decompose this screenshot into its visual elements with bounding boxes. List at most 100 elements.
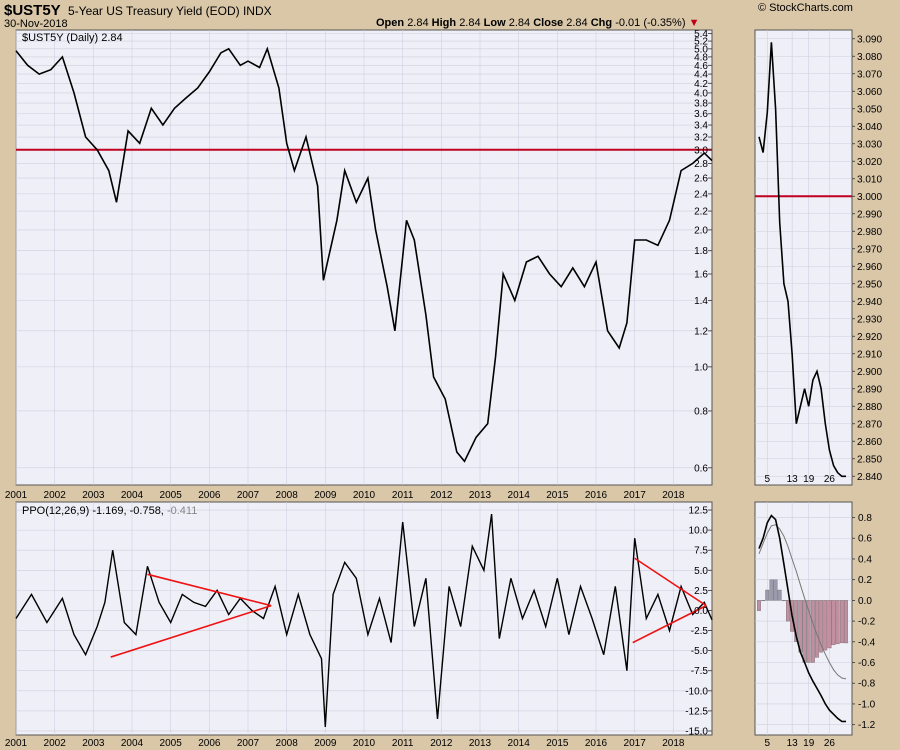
zoom-y-tick-label: 2.860 xyxy=(857,437,882,448)
x-tick-label: 2017 xyxy=(624,490,647,501)
x-tick-label: 2014 xyxy=(508,490,531,501)
zoom-price-panel[interactable]: 3.090 3.080 3.070 3.060 3.050 3.040 3.030 3.020… xyxy=(754,29,882,486)
histogram-bar xyxy=(831,600,836,646)
ppo-x-tick-label: 2006 xyxy=(198,738,221,749)
y-tick-label: 2.4 xyxy=(694,189,708,200)
histogram-bar xyxy=(794,600,799,642)
description-text: 5-Year US Treasury Yield (EOD) xyxy=(68,4,240,18)
zoom-y-tick-label: 2.910 xyxy=(857,349,882,360)
x-tick-label: 2016 xyxy=(585,490,608,501)
ppo-x-tick-label: 2002 xyxy=(44,738,67,749)
trend-line xyxy=(634,557,707,607)
zoom-y-tick-label: 2.890 xyxy=(857,384,882,395)
ppo-zoom-y-tick-label: -0.8 xyxy=(858,679,876,690)
zoom-y-tick-label: 3.010 xyxy=(857,174,882,185)
ppo-y-tick-label: -15.0 xyxy=(685,726,708,737)
y-tick-label: 5.4 xyxy=(694,29,708,40)
yield-price-line xyxy=(15,46,713,463)
ohlc-readout: Open 2.84 High 2.84 Low 2.84 Close 2.84 … xyxy=(376,17,699,29)
histogram-bar xyxy=(765,589,770,601)
histogram-bar xyxy=(802,600,807,663)
zoom-y-tick-label: 3.080 xyxy=(857,52,882,63)
ppo-histogram xyxy=(757,579,848,663)
chg-value: -0.01 (-0.35%) xyxy=(615,17,686,29)
ppo-x-tick-label: 2015 xyxy=(546,738,569,749)
trend-line xyxy=(110,604,272,658)
histogram-bar xyxy=(773,579,778,601)
zoom-y-tick-label: 2.960 xyxy=(857,262,882,273)
histogram-bar xyxy=(806,600,811,663)
ppo-zoom-y-tick-label: 0.2 xyxy=(858,575,872,586)
y-tick-label: 4.2 xyxy=(694,79,708,90)
main-x-axis: 2001 2002 2003 2004 2005 2006 2007 2008 2009 2010… xyxy=(5,490,685,501)
ppo-zoom-y-tick-label: -0.2 xyxy=(858,617,876,628)
ppo-zoom-x-tick-label: 26 xyxy=(824,738,836,749)
zoom-gridlines xyxy=(755,30,852,485)
zoom-y-tick-label: 2.950 xyxy=(857,279,882,290)
high-value: 2.84 xyxy=(459,17,481,29)
ppo-zoom-y-tick-label: -0.6 xyxy=(858,658,876,669)
zoom-y-tick-label: 2.880 xyxy=(857,402,882,413)
low-label: Low xyxy=(483,17,506,29)
y-tick-label: 0.8 xyxy=(694,406,708,417)
ppo-x-tick-label: 2016 xyxy=(585,738,608,749)
histogram-bar xyxy=(777,589,782,601)
zoom-y-tick-label: 3.040 xyxy=(857,122,882,133)
ppo-x-tick-label: 2014 xyxy=(508,738,531,749)
zoom-y-tick-label: 2.900 xyxy=(857,367,882,378)
histogram-bar xyxy=(781,600,786,602)
zoom-y-tick-label: 3.060 xyxy=(857,87,882,98)
ppo-x-tick-label: 2013 xyxy=(469,738,492,749)
y-tick-label: 2.6 xyxy=(694,174,708,185)
ppo-y-tick-label: 10.0 xyxy=(689,526,709,537)
x-tick-label: 2010 xyxy=(353,490,376,501)
y-tick-label: 4.6 xyxy=(694,61,708,72)
x-tick-label: 2013 xyxy=(469,490,492,501)
ppo-y-tick-label: -12.5 xyxy=(685,706,708,717)
x-tick-label: 2003 xyxy=(82,490,105,501)
zoom-y-tick-label: 3.000 xyxy=(857,192,882,203)
zoom-y-tick-label: 3.020 xyxy=(857,157,882,168)
ppo-zoom-y-tick-label: 0.8 xyxy=(858,513,872,524)
ppo-zoom-x-axis: 5 13 19 26 xyxy=(765,738,836,749)
ppo-y-tick-label: -7.5 xyxy=(691,666,709,677)
ppo-zoom-line xyxy=(758,514,847,723)
ppo-y-tick-label: 7.5 xyxy=(694,546,708,557)
ppo-signal-line xyxy=(758,524,847,680)
histogram-bar xyxy=(786,600,790,622)
x-tick-label: 2005 xyxy=(160,490,183,501)
x-tick-label: 2006 xyxy=(198,490,221,501)
y-tick-label: 5.0 xyxy=(694,44,708,55)
zoom-y-tick-label: 3.070 xyxy=(857,69,882,80)
x-tick-label: 2018 xyxy=(662,490,685,501)
histogram-bar xyxy=(839,600,844,644)
symbol-description: 5-Year US Treasury Yield (EOD) INDX xyxy=(68,4,272,18)
histogram-bar xyxy=(823,600,828,651)
histogram-bar xyxy=(835,600,840,645)
ppo-y-tick-label: -2.5 xyxy=(691,626,709,637)
ppo-legend: PPO(12,26,9) -1.169, -0.758, -0.411 xyxy=(22,505,197,517)
zoom-price-line xyxy=(758,42,846,478)
trend-line xyxy=(632,604,707,644)
brand-label[interactable]: © StockCharts.com xyxy=(758,2,853,14)
x-tick-label: 2009 xyxy=(314,490,337,501)
ppo-zoom-x-tick-label: 19 xyxy=(803,738,815,749)
ppo-panel[interactable]: PPO(12,26,9) -1.169, -0.758, -0.411 12.5… xyxy=(15,501,713,737)
zoom-x-axis: 5 13 19 26 xyxy=(765,474,836,485)
chart-date: 30-Nov-2018 xyxy=(4,18,68,30)
main-legend: $UST5Y (Daily) 2.84 xyxy=(22,32,123,44)
x-tick-label: 2004 xyxy=(121,490,144,501)
ppo-zoom-panel[interactable]: 0.80.60.40.20.0-0.2-0.4-0.6-0.8-1.0-1.2 … xyxy=(754,501,876,749)
ppo-x-tick-label: 2011 xyxy=(392,738,414,749)
down-arrow-icon: ▼ xyxy=(688,17,700,29)
y-tick-label: 1.6 xyxy=(694,269,708,280)
y-tick-label: 4.4 xyxy=(694,70,708,81)
zoom-y-tick-label: 3.030 xyxy=(857,139,882,150)
main-price-panel[interactable]: $UST5Y (Daily) 2.84 5.45.25.04.84.64.44.… xyxy=(15,29,713,486)
zoom-y-tick-label: 2.920 xyxy=(857,332,882,343)
zoom-y-tick-label: 2.850 xyxy=(857,454,882,465)
ppo-zoom-x-tick-label: 13 xyxy=(787,738,799,749)
histogram-bar xyxy=(810,600,815,663)
histogram-bar xyxy=(769,579,774,601)
